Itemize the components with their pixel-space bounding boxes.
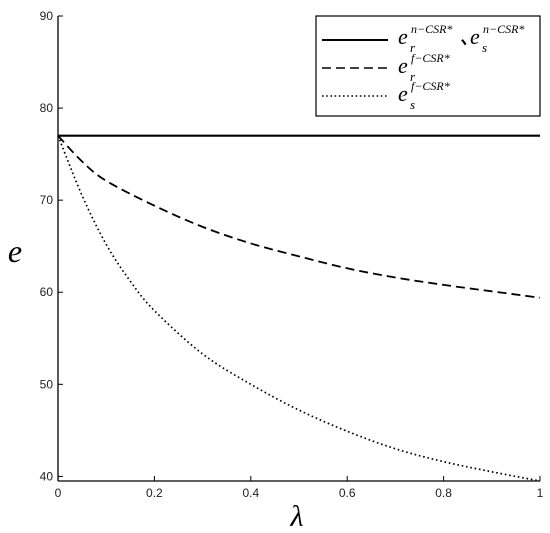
legend-entry-2-base: e xyxy=(398,53,408,78)
tick-labels: 0 0.2 0.4 0.6 0.8 1 40 50 60 70 80 90 xyxy=(40,9,544,500)
y-tick-label: 70 xyxy=(40,193,54,207)
x-axis-label: λ xyxy=(290,500,304,533)
legend-entry-1-sub: r xyxy=(410,40,416,55)
x-tick-label: 0.8 xyxy=(435,486,452,500)
legend-entry-1-separator: 、 xyxy=(459,24,481,49)
legend-entry-3-sub: s xyxy=(410,97,415,112)
legend-entry-2-sup: f−CSR* xyxy=(411,51,450,65)
legend-entry-1-sup: n−CSR* xyxy=(411,22,452,36)
x-tick-label: 0.6 xyxy=(339,486,356,500)
y-axis-label: e xyxy=(8,233,22,269)
legend-entry-2: e f−CSR* r xyxy=(398,49,454,84)
y-tick-label: 60 xyxy=(40,285,54,299)
legend-entry-2-sub: r xyxy=(410,69,416,84)
series-line-dashed xyxy=(57,135,541,299)
legend-entry-1: e n−CSR* r 、 e n−CSR* s xyxy=(398,20,528,56)
legend-entry-1-sup2: n−CSR* xyxy=(483,22,524,36)
y-tick-label: 50 xyxy=(40,377,54,391)
axes xyxy=(57,15,541,482)
x-tick-label: 1 xyxy=(537,486,544,500)
legend-entry-1-sub2: s xyxy=(482,40,487,55)
y-tick-label: 90 xyxy=(40,9,54,23)
x-tick-label: 0 xyxy=(55,486,62,500)
legend-entry-3: e f−CSR* s xyxy=(398,77,454,112)
legend-entry-1-base2: e xyxy=(470,24,480,49)
y-tick-label: 80 xyxy=(40,101,54,115)
y-tick-label: 40 xyxy=(40,469,54,483)
series-line-dotted xyxy=(57,135,541,482)
legend-box xyxy=(315,15,541,117)
legend-entry-3-base: e xyxy=(398,81,408,106)
legend-entry-3-sup: f−CSR* xyxy=(411,79,450,93)
legend-entry-1-base: e xyxy=(398,24,408,49)
x-tick-label: 0.4 xyxy=(242,486,259,500)
legend: e n−CSR* r 、 e n−CSR* s e f−CSR* r e f−C… xyxy=(315,15,541,117)
x-tick-label: 0.2 xyxy=(146,486,163,500)
plot-area xyxy=(57,134,541,482)
